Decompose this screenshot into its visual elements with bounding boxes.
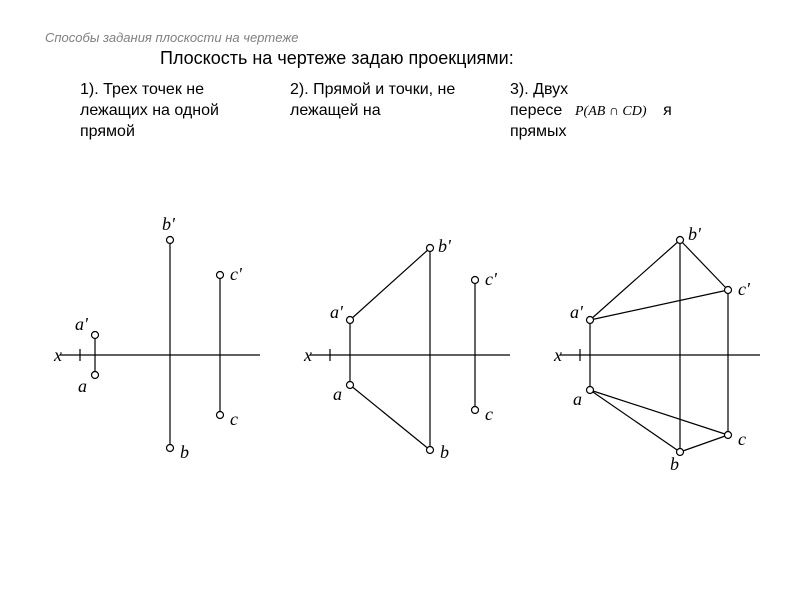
svg-text:c: c — [485, 404, 493, 424]
intersection-formula: P(AB ∩ CD) — [575, 104, 647, 120]
svg-text:b': b' — [688, 224, 702, 244]
method-3-line2a: пересе — [510, 102, 562, 119]
svg-text:x: x — [303, 345, 312, 365]
diagram-area: x a' a b' b c' c x a' a b' b c' c x a' a b' b c' c — [0, 200, 800, 500]
method-3-line2b: я — [663, 102, 672, 119]
svg-text:c: c — [738, 429, 746, 449]
method-1-text: 1). Трех точек не лежащих на одной прямо… — [80, 80, 260, 142]
svg-text:c: c — [230, 409, 238, 429]
svg-text:a: a — [573, 389, 582, 409]
method-3-line3: прямых — [510, 123, 567, 140]
svg-text:a: a — [333, 384, 342, 404]
svg-text:x: x — [553, 345, 562, 365]
svg-text:b': b' — [162, 214, 176, 234]
svg-text:a': a' — [75, 314, 89, 334]
svg-text:b': b' — [438, 236, 452, 256]
method-2-text: 2). Прямой и точки, не лежащей на — [290, 80, 470, 122]
svg-text:a': a' — [570, 302, 584, 322]
diagram-d2: x a' a b' b c' c — [290, 200, 550, 480]
svg-text:b: b — [440, 442, 449, 462]
page-subtitle: Способы задания плоскости на чертеже — [45, 30, 299, 45]
diagram-d1: x a' a b' b c' c — [40, 200, 300, 480]
svg-text:c': c' — [738, 279, 751, 299]
svg-text:a': a' — [330, 302, 344, 322]
method-3-line1: 3). Двух — [510, 81, 568, 98]
svg-text:a: a — [78, 376, 87, 396]
diagram-d3: x a' a b' b c' c — [540, 200, 800, 480]
svg-text:b: b — [180, 442, 189, 462]
svg-text:b: b — [670, 454, 679, 474]
page-title: Плоскость на чертеже задаю проекциями: — [160, 48, 514, 69]
svg-text:c': c' — [230, 264, 243, 284]
svg-text:c': c' — [485, 269, 498, 289]
svg-text:x: x — [53, 345, 62, 365]
